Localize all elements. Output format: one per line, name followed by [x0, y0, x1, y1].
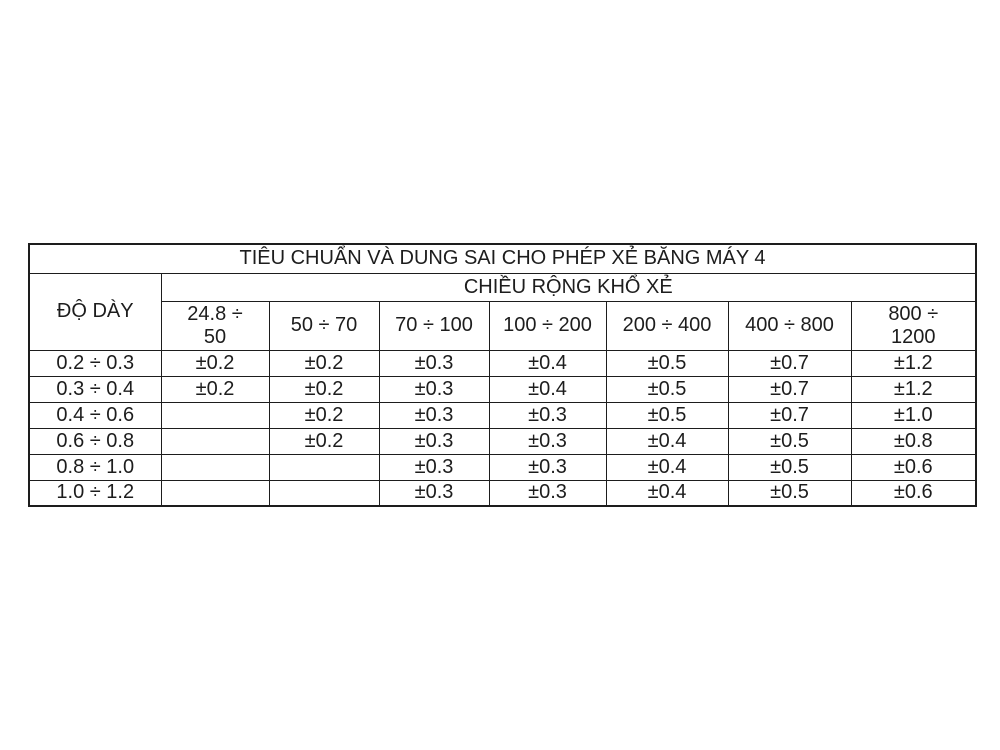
tolerance-cell: ±0.5: [727, 479, 852, 507]
tolerance-cell: ±0.2: [268, 427, 380, 455]
tolerance-cell: ±0.4: [605, 453, 729, 481]
tolerance-cell: ±0.5: [727, 427, 852, 455]
tolerance-cell: ±0.5: [605, 401, 729, 429]
tolerance-cell: [160, 401, 270, 429]
tolerance-cell: ±0.3: [378, 427, 490, 455]
width-range-header: 400 ÷ 800: [727, 300, 852, 351]
tolerance-cell: [160, 427, 270, 455]
tolerance-table-container: TIÊU CHUẨN VÀ DUNG SAI CHO PHÉP XẺ BĂNG …: [28, 243, 978, 507]
tolerance-cell: [268, 479, 380, 507]
table-row: 0.2 ÷ 0.3 ±0.2 ±0.2 ±0.3 ±0.4 ±0.5 ±0.7 ±1.2: [28, 349, 977, 377]
tolerance-cell: ±0.6: [850, 453, 977, 481]
tolerance-cell: ±0.3: [378, 349, 490, 377]
tolerance-cell: ±0.5: [727, 453, 852, 481]
tolerance-cell: [268, 453, 380, 481]
tolerance-cell: ±0.5: [605, 349, 729, 377]
tolerance-cell: ±0.2: [268, 349, 380, 377]
tolerance-cell: ±0.3: [378, 479, 490, 507]
tolerance-cell: ±0.3: [488, 453, 607, 481]
tolerance-cell: ±0.7: [727, 375, 852, 403]
width-range-header: 50 ÷ 70: [268, 300, 380, 351]
width-range-header: 800 ÷ 1200: [850, 300, 977, 351]
thickness-cell: 0.2 ÷ 0.3: [28, 349, 162, 377]
tolerance-cell: ±0.3: [488, 427, 607, 455]
tolerance-cell: ±0.3: [378, 401, 490, 429]
thickness-header: ĐỘ DÀY: [28, 272, 162, 351]
tolerance-cell: ±0.8: [850, 427, 977, 455]
tolerance-cell: [160, 479, 270, 507]
width-range-header: 100 ÷ 200: [488, 300, 607, 351]
tolerance-cell: ±1.2: [850, 349, 977, 377]
tolerance-cell: ±0.3: [378, 453, 490, 481]
table-row: 0.4 ÷ 0.6 ±0.2 ±0.3 ±0.3 ±0.5 ±0.7 ±1.0: [28, 401, 977, 429]
table-subtitle-row: ĐỘ DÀY CHIỀU RỘNG KHỔ XẺ: [28, 272, 977, 351]
thickness-cell: 0.4 ÷ 0.6: [28, 401, 162, 429]
tolerance-cell: ±0.2: [268, 375, 380, 403]
width-range-header: 200 ÷ 400: [605, 300, 729, 351]
tolerance-cell: ±0.4: [605, 479, 729, 507]
tolerance-cell: ±0.3: [378, 375, 490, 403]
table-row: 0.6 ÷ 0.8 ±0.2 ±0.3 ±0.3 ±0.4 ±0.5 ±0.8: [28, 427, 977, 455]
table-row: 0.8 ÷ 1.0 ±0.3 ±0.3 ±0.4 ±0.5 ±0.6: [28, 453, 977, 481]
tolerance-cell: ±0.2: [160, 349, 270, 377]
tolerance-cell: ±1.2: [850, 375, 977, 403]
width-range-header: 70 ÷ 100: [378, 300, 490, 351]
tolerance-cell: ±0.4: [605, 427, 729, 455]
tolerance-cell: ±0.5: [605, 375, 729, 403]
thickness-cell: 0.3 ÷ 0.4: [28, 375, 162, 403]
tolerance-cell: ±1.0: [850, 401, 977, 429]
tolerance-cell: ±0.3: [488, 479, 607, 507]
tolerance-table: TIÊU CHUẨN VÀ DUNG SAI CHO PHÉP XẺ BĂNG …: [28, 243, 978, 507]
tolerance-cell: ±0.4: [488, 349, 607, 377]
tolerance-cell: ±0.4: [488, 375, 607, 403]
column-header-row: 24.8 ÷ 50 50 ÷ 70 70 ÷ 100 100 ÷ 200 200…: [29, 300, 977, 351]
thickness-cell: 0.8 ÷ 1.0: [28, 453, 162, 481]
width-range-header: 24.8 ÷ 50: [160, 300, 270, 351]
table-title-row: TIÊU CHUẨN VÀ DUNG SAI CHO PHÉP XẺ BĂNG …: [28, 243, 977, 274]
table-row: 0.3 ÷ 0.4 ±0.2 ±0.2 ±0.3 ±0.4 ±0.5 ±0.7 ±1.2: [28, 375, 977, 403]
thickness-cell: 1.0 ÷ 1.2: [28, 479, 162, 507]
tolerance-cell: ±0.2: [160, 375, 270, 403]
tolerance-cell: ±0.3: [488, 401, 607, 429]
tolerance-cell: ±0.2: [268, 401, 380, 429]
table-row: 1.0 ÷ 1.2 ±0.3 ±0.3 ±0.4 ±0.5 ±0.6: [28, 479, 977, 507]
tolerance-cell: ±0.6: [850, 479, 977, 507]
tolerance-cell: ±0.7: [727, 401, 852, 429]
thickness-cell: 0.6 ÷ 0.8: [28, 427, 162, 455]
width-group-header: CHIỀU RỘNG KHỔ XẺ: [160, 272, 977, 302]
tolerance-cell: ±0.7: [727, 349, 852, 377]
tolerance-cell: [160, 453, 270, 481]
table-title: TIÊU CHUẨN VÀ DUNG SAI CHO PHÉP XẺ BĂNG …: [28, 243, 977, 274]
